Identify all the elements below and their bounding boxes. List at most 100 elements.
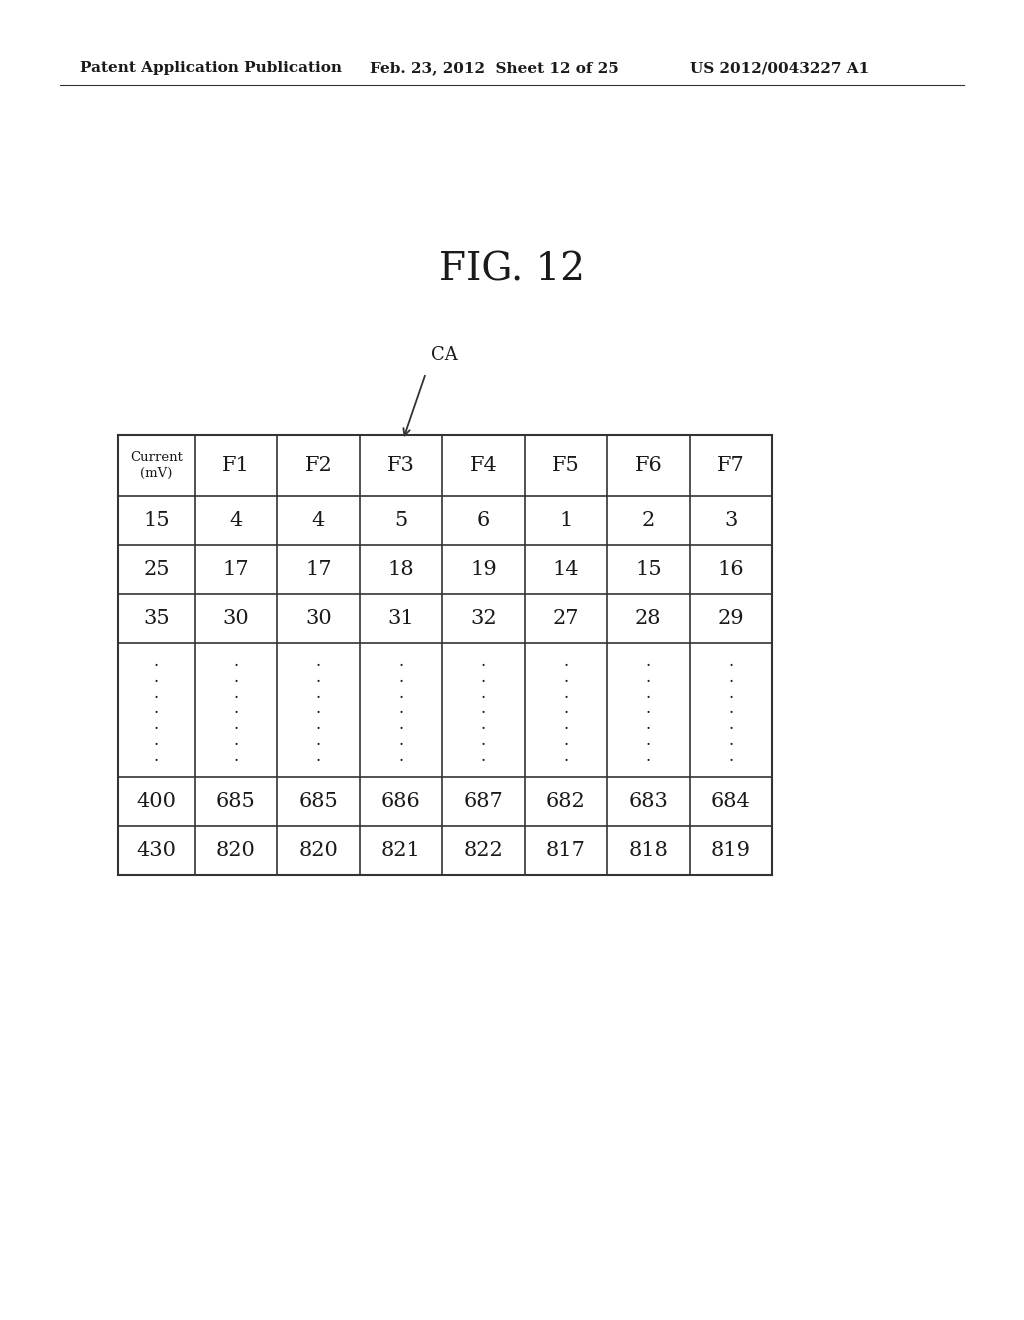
Text: Feb. 23, 2012  Sheet 12 of 25: Feb. 23, 2012 Sheet 12 of 25	[370, 61, 618, 75]
Text: ·: ·	[728, 705, 733, 722]
Text: 821: 821	[381, 841, 421, 861]
Text: 18: 18	[387, 560, 414, 579]
Text: ·: ·	[233, 689, 239, 706]
Text: ·: ·	[563, 657, 568, 675]
Text: 29: 29	[718, 609, 744, 628]
Text: ·: ·	[233, 705, 239, 722]
Text: ·: ·	[563, 689, 568, 706]
Text: F2: F2	[304, 455, 332, 475]
Text: 684: 684	[711, 792, 751, 812]
Text: 4: 4	[229, 511, 243, 531]
Text: ·: ·	[398, 673, 403, 690]
Text: 30: 30	[222, 609, 249, 628]
Text: 683: 683	[629, 792, 669, 812]
Text: 17: 17	[222, 560, 249, 579]
Text: ·: ·	[154, 689, 159, 706]
Text: ·: ·	[563, 673, 568, 690]
Text: ·: ·	[480, 657, 486, 675]
Text: 25: 25	[143, 560, 170, 579]
Text: 817: 817	[546, 841, 586, 861]
Text: 17: 17	[305, 560, 332, 579]
Text: 1: 1	[559, 511, 572, 531]
Text: ·: ·	[398, 689, 403, 706]
Text: 4: 4	[311, 511, 325, 531]
Text: 14: 14	[553, 560, 580, 579]
Text: ·: ·	[154, 721, 159, 738]
Text: ·: ·	[398, 752, 403, 770]
Text: 31: 31	[387, 609, 415, 628]
Text: ·: ·	[728, 657, 733, 675]
Text: ·: ·	[563, 721, 568, 738]
Text: ·: ·	[646, 705, 651, 722]
Text: CA: CA	[431, 346, 458, 364]
Text: 3: 3	[724, 511, 737, 531]
Text: 822: 822	[464, 841, 503, 861]
Text: ·: ·	[315, 657, 321, 675]
Text: 820: 820	[216, 841, 256, 861]
Text: ·: ·	[398, 705, 403, 722]
Text: ·: ·	[480, 689, 486, 706]
Text: ·: ·	[233, 752, 239, 770]
Text: ·: ·	[480, 705, 486, 722]
Text: ·: ·	[646, 752, 651, 770]
Text: ·: ·	[398, 657, 403, 675]
Text: F7: F7	[717, 455, 744, 475]
Text: ·: ·	[728, 752, 733, 770]
Text: ·: ·	[154, 737, 159, 754]
Text: ·: ·	[233, 737, 239, 754]
Text: 818: 818	[629, 841, 669, 861]
Text: F5: F5	[552, 455, 580, 475]
Text: ·: ·	[315, 689, 321, 706]
Text: F3: F3	[387, 455, 415, 475]
Text: ·: ·	[480, 721, 486, 738]
Text: ·: ·	[728, 673, 733, 690]
Text: ·: ·	[646, 721, 651, 738]
Text: 5: 5	[394, 511, 408, 531]
Text: Current
(mV): Current (mV)	[130, 451, 182, 480]
Text: 15: 15	[143, 511, 170, 531]
Text: ·: ·	[646, 673, 651, 690]
Text: F4: F4	[469, 455, 498, 475]
Text: 686: 686	[381, 792, 421, 812]
Text: 16: 16	[718, 560, 744, 579]
Text: ·: ·	[563, 752, 568, 770]
Text: ·: ·	[315, 673, 321, 690]
Text: 400: 400	[136, 792, 176, 812]
Text: ·: ·	[728, 737, 733, 754]
Text: ·: ·	[480, 673, 486, 690]
Text: ·: ·	[646, 737, 651, 754]
Text: ·: ·	[480, 752, 486, 770]
Text: F1: F1	[222, 455, 250, 475]
Text: ·: ·	[154, 705, 159, 722]
Text: ·: ·	[315, 737, 321, 754]
Text: Patent Application Publication: Patent Application Publication	[80, 61, 342, 75]
Text: 19: 19	[470, 560, 497, 579]
Text: ·: ·	[398, 721, 403, 738]
Text: ·: ·	[728, 689, 733, 706]
Text: 32: 32	[470, 609, 497, 628]
Text: ·: ·	[154, 752, 159, 770]
Text: ·: ·	[233, 673, 239, 690]
Text: ·: ·	[233, 721, 239, 738]
Text: 687: 687	[464, 792, 503, 812]
Text: ·: ·	[154, 673, 159, 690]
Text: ·: ·	[233, 657, 239, 675]
Text: 35: 35	[143, 609, 170, 628]
Text: 682: 682	[546, 792, 586, 812]
Text: 6: 6	[477, 511, 489, 531]
Text: 15: 15	[635, 560, 662, 579]
Text: 27: 27	[553, 609, 579, 628]
Text: ·: ·	[315, 752, 321, 770]
Text: 819: 819	[711, 841, 751, 861]
Text: F6: F6	[635, 455, 663, 475]
Text: ·: ·	[563, 737, 568, 754]
Text: 685: 685	[216, 792, 256, 812]
Text: 30: 30	[305, 609, 332, 628]
Text: 685: 685	[298, 792, 338, 812]
Text: US 2012/0043227 A1: US 2012/0043227 A1	[690, 61, 869, 75]
Text: ·: ·	[315, 721, 321, 738]
Text: ·: ·	[315, 705, 321, 722]
Text: 430: 430	[136, 841, 176, 861]
Text: ·: ·	[728, 721, 733, 738]
Text: ·: ·	[398, 737, 403, 754]
